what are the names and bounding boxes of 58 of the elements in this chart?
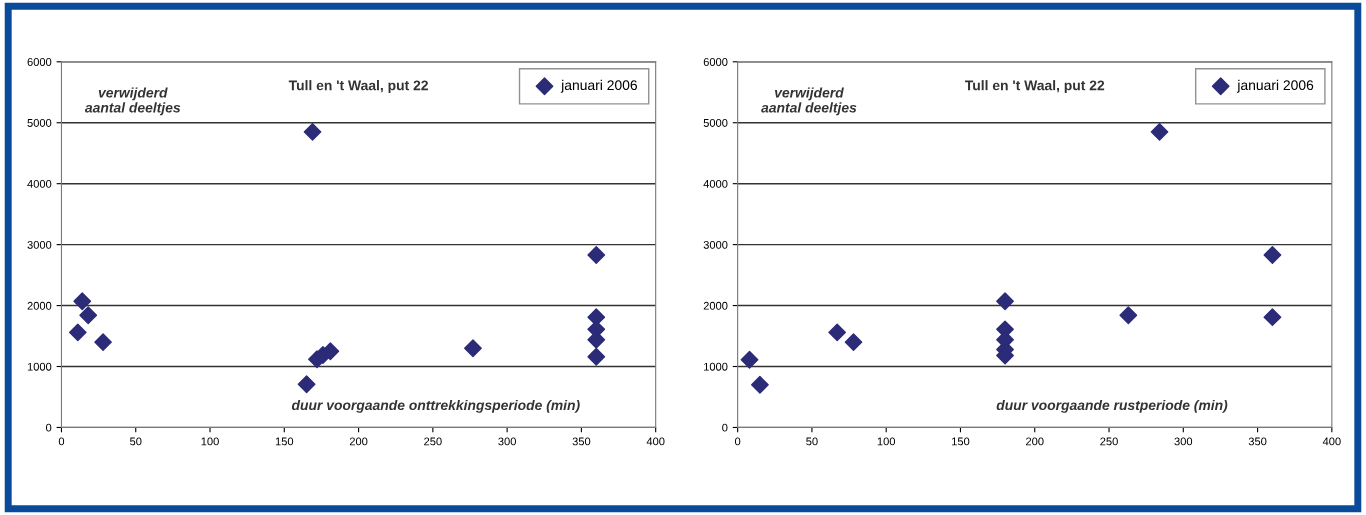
- x-axis-title: duur voorgaande rustperiode (min): [996, 399, 1228, 413]
- x-tick-label: 350: [1248, 437, 1267, 446]
- point: [68, 323, 87, 342]
- point: [740, 350, 759, 369]
- point: [94, 333, 112, 352]
- x-tick-label: 400: [1322, 437, 1341, 446]
- point: [464, 339, 482, 358]
- x-tick-label: 0: [58, 437, 65, 446]
- y-tick-label: 2000: [703, 301, 728, 310]
- y-axis-title: verwijderd aantal deeltjes: [84, 87, 181, 116]
- x-tick-label: 300: [1174, 437, 1193, 446]
- y-tick-label: 5000: [27, 119, 52, 127]
- x-tick-label: 250: [424, 437, 442, 446]
- y-tick-label: 6000: [703, 58, 728, 66]
- x-tick-label: 400: [646, 437, 665, 446]
- point: [587, 347, 606, 366]
- x-axis-title: duur voorgaande onttrekkingsperiode (min): [291, 399, 580, 413]
- point: [79, 306, 98, 325]
- point: [297, 375, 316, 394]
- point: [73, 292, 92, 311]
- point: [587, 246, 606, 264]
- x-tick-label: 250: [1100, 437, 1118, 446]
- y-tick-label: 6000: [27, 58, 52, 66]
- point: [828, 323, 847, 342]
- point: [844, 333, 863, 352]
- point: [751, 375, 769, 394]
- y-tick-label: 4000: [27, 179, 52, 188]
- point: [1150, 122, 1169, 141]
- x-tick-label: 50: [806, 437, 818, 446]
- y-axis-title: verwijderd aantal deeltjes: [761, 87, 857, 116]
- point: [303, 122, 322, 141]
- x-tick-label: 100: [201, 437, 219, 446]
- y-tick-label: 4000: [703, 179, 728, 188]
- text: Tull en 't Waal, put 22: [288, 80, 428, 94]
- x-tick-label: 300: [498, 437, 516, 446]
- point: [1263, 246, 1282, 264]
- point: [996, 292, 1014, 311]
- y-tick-label: 1000: [704, 362, 728, 371]
- x-tick-label: 150: [952, 437, 970, 446]
- x-tick-label: 200: [1026, 437, 1044, 446]
- y-tick-label: 5000: [703, 119, 728, 127]
- y-tick-label: 1000: [27, 362, 52, 371]
- x-tick-label: 0: [734, 437, 741, 446]
- x-tick-label: 350: [572, 437, 591, 446]
- y-tick-label: 3000: [703, 240, 728, 249]
- x-tick-label: 150: [275, 437, 294, 446]
- x-tick-label: 50: [130, 437, 142, 446]
- point: [1119, 306, 1138, 325]
- y-tick-label: 3000: [27, 240, 52, 249]
- legend-label: januari 2006: [1237, 79, 1314, 93]
- x-tick-label: 100: [877, 437, 896, 446]
- y-tick-label: 2000: [27, 301, 52, 310]
- y-tick-label: 0: [46, 423, 52, 432]
- text: Tull en 't Waal, put 22: [964, 80, 1105, 94]
- x-tick-label: 200: [349, 437, 368, 446]
- y-tick-label: 0: [722, 423, 728, 432]
- point: [1263, 308, 1282, 327]
- legend-label: januari 2006: [560, 79, 638, 93]
